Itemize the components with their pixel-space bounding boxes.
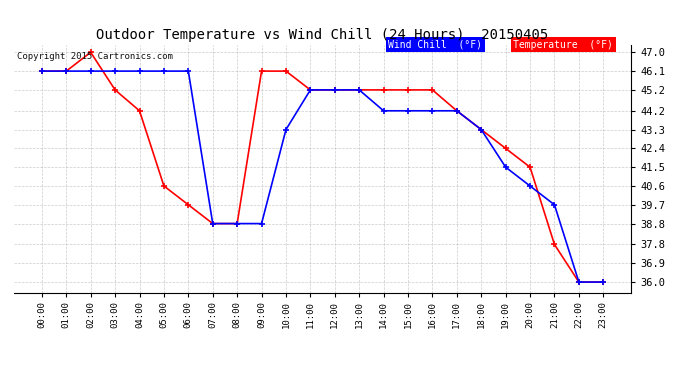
Title: Outdoor Temperature vs Wind Chill (24 Hours)  20150405: Outdoor Temperature vs Wind Chill (24 Ho… (97, 28, 549, 42)
Text: Copyright 2015 Cartronics.com: Copyright 2015 Cartronics.com (17, 53, 172, 62)
Text: Wind Chill  (°F): Wind Chill (°F) (388, 40, 482, 50)
Text: Temperature  (°F): Temperature (°F) (513, 40, 613, 50)
